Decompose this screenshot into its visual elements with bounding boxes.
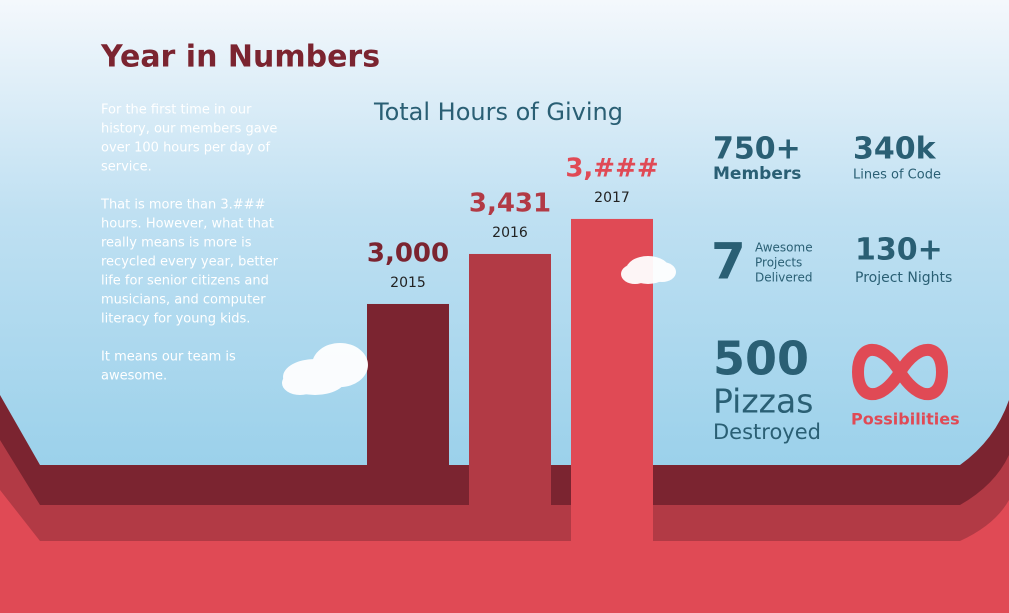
value-label: 3,000 (367, 238, 449, 268)
value-label: 3,431 (469, 188, 551, 218)
chart-title: Total Hours of Giving (373, 98, 623, 126)
intro-text: It means our team is (101, 350, 236, 365)
intro-text: awesome. (101, 369, 167, 384)
bar (469, 253, 551, 510)
stat-label: Pizzas (713, 382, 813, 421)
cloud (282, 256, 676, 395)
value-label: 3,### (565, 153, 658, 183)
stat-label: Delivered (755, 271, 812, 285)
category-label: 2017 (594, 190, 630, 206)
stat-value: 7 (711, 233, 746, 291)
layer-front (0, 490, 1009, 613)
stat-label: Destroyed (713, 420, 821, 444)
category-label: 2015 (390, 275, 426, 291)
stat-label: Awesome (755, 241, 813, 255)
stat-label: Lines of Code (853, 168, 941, 183)
intro-text: recycled every year, better (101, 255, 279, 270)
intro-text: service. (101, 160, 152, 175)
title: Year in Numbers (100, 40, 380, 75)
intro-text: really means is more is (101, 236, 252, 251)
stat-value: 750+ (713, 132, 801, 167)
intro-text: musicians, and computer (101, 293, 266, 308)
infinity-icon (851, 343, 949, 401)
bar (367, 303, 449, 470)
stat-label: Project Nights (855, 270, 952, 286)
intro-text: hours. However, what that (101, 217, 274, 232)
category-label: 2016 (492, 225, 528, 241)
intro-text: That is more than 3.### (100, 198, 265, 213)
stat-label: Members (713, 164, 801, 184)
stat-label: Possibilities (851, 410, 960, 429)
stat-value: 130+ (855, 233, 943, 268)
intro-text: For the first time in our (101, 103, 252, 118)
intro-text: life for senior citizens and (101, 274, 269, 289)
stat-label: Projects (755, 256, 802, 270)
intro-text: over 100 hours per day of (101, 141, 270, 156)
intro-text: history, our members gave (101, 122, 277, 137)
stat-value: 500 (713, 332, 809, 386)
stat-value: 340k (853, 132, 937, 167)
intro-text: literacy for young kids. (101, 312, 250, 327)
